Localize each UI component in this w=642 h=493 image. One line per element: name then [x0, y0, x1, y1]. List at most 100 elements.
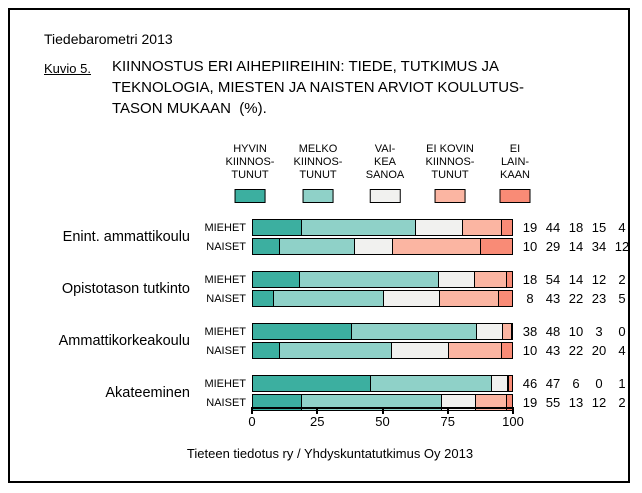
value-label: 47 [545, 376, 561, 391]
bar-segment-ei-kovin-kiinnostunut [474, 272, 506, 287]
value-label: 18 [568, 220, 584, 235]
stacked-bar [252, 342, 513, 359]
legend-item-label: MELKO KIINNOS- TUNUT [293, 143, 343, 181]
value-label: 0 [595, 376, 603, 391]
source-credit: Tieteen tiedotus ry / Yhdyskuntatutkimus… [186, 446, 474, 461]
bar-segment-vaikea-sanoa [354, 239, 392, 254]
legend-item: HYVIN KIINNOS- TUNUT [225, 143, 275, 203]
legend-item: MELKO KIINNOS- TUNUT [293, 143, 343, 203]
bar-segment-ei-lainkaan [500, 220, 513, 235]
bar-segment-ei-kovin-kiinnostunut [474, 395, 506, 410]
legend-item: EI LAIN- KAAN [499, 143, 531, 203]
x-axis-tick [512, 407, 514, 414]
row-label-naiset: NAISET [206, 397, 246, 409]
value-label: 3 [595, 324, 603, 339]
legend-item: VAI- KEA SANOA [366, 143, 404, 203]
bar-segment-vaikea-sanoa [390, 343, 449, 358]
legend-swatch [234, 189, 266, 203]
row-label-miehet: MIEHET [204, 222, 246, 234]
row-label-naiset: NAISET [206, 293, 246, 305]
stacked-bar [252, 375, 513, 392]
bar-segment-ei-lainkaan [511, 324, 512, 339]
row-values: 46 47 6 0 1 [519, 376, 634, 391]
x-axis-tick-label: 75 [440, 414, 455, 429]
row-values: 10 29 14 34 12 [519, 239, 634, 254]
bar-segment-melko-kiinnostunut [298, 272, 438, 287]
x-axis-tick [446, 407, 449, 414]
bar-segment-ei-lainkaan [505, 395, 512, 410]
value-label: 22 [568, 343, 584, 358]
legend-swatch [369, 189, 401, 203]
stacked-bar [252, 238, 513, 255]
group-label: Ammattikorkeakoulu [58, 333, 190, 349]
value-label: 19 [522, 220, 538, 235]
bar-segment-ei-lainkaan [498, 291, 512, 306]
value-label: 6 [572, 376, 580, 391]
bar-segment-ei-lainkaan [500, 343, 512, 358]
bar-segment-vaikea-sanoa [437, 272, 475, 287]
value-label: 10 [522, 239, 538, 254]
bar-segment-melko-kiinnostunut [370, 376, 492, 391]
value-label: 55 [545, 395, 561, 410]
group-label: Akateeminen [105, 385, 190, 401]
bar-segment-vaikea-sanoa [440, 395, 475, 410]
row-values: 38 48 10 3 0 [519, 324, 634, 339]
value-label: 46 [522, 376, 538, 391]
value-label: 0 [618, 324, 626, 339]
bar-segment-ei-kovin-kiinnostunut [502, 324, 511, 339]
value-label: 43 [545, 343, 561, 358]
row-label-miehet: MIEHET [204, 378, 246, 390]
bar-segment-melko-kiinnostunut [278, 239, 355, 254]
bar-segment-hyvin-kiinnostunut [253, 291, 274, 306]
row-values: 18 54 14 12 2 [519, 272, 634, 287]
row-values: 10 43 22 20 4 [519, 343, 634, 358]
bar-segment-ei-kovin-kiinnostunut [461, 220, 501, 235]
bar-segment-ei-kovin-kiinnostunut [448, 343, 501, 358]
bar-segment-hyvin-kiinnostunut [253, 272, 299, 287]
bar-segment-melko-kiinnostunut [301, 220, 415, 235]
bar-segment-hyvin-kiinnostunut [253, 239, 279, 254]
value-label: 19 [522, 395, 538, 410]
group-label: Opistotason tutkinto [61, 281, 190, 297]
value-label: 12 [614, 239, 630, 254]
stacked-bar [252, 219, 513, 236]
row-label-naiset: NAISET [206, 241, 246, 253]
value-label: 22 [568, 291, 584, 306]
legend-item-label: HYVIN KIINNOS- TUNUT [225, 143, 275, 181]
x-axis-tick [381, 407, 384, 414]
value-label: 38 [522, 324, 538, 339]
bar-segment-hyvin-kiinnostunut [253, 376, 371, 391]
bar-segment-melko-kiinnostunut [273, 291, 383, 306]
bar-segment-hyvin-kiinnostunut [253, 343, 279, 358]
legend-item: EI KOVIN KIINNOS- TUNUT [425, 143, 475, 203]
value-label: 14 [568, 239, 584, 254]
value-label: 12 [591, 272, 607, 287]
value-label: 29 [545, 239, 561, 254]
bar-segment-ei-lainkaan [505, 272, 512, 287]
bar-segment-ei-lainkaan [480, 239, 512, 254]
bar-segment-hyvin-kiinnostunut [253, 324, 351, 339]
page-border [8, 8, 630, 483]
value-label: 43 [545, 291, 561, 306]
x-axis-tick-label: 25 [310, 414, 325, 429]
row-label-naiset: NAISET [206, 345, 246, 357]
value-label: 2 [618, 272, 626, 287]
bar-segment-vaikea-sanoa [414, 220, 462, 235]
legend-item-label: EI KOVIN KIINNOS- TUNUT [425, 143, 475, 181]
row-label-miehet: MIEHET [204, 326, 246, 338]
row-label-miehet: MIEHET [204, 274, 246, 286]
bar-segment-hyvin-kiinnostunut [253, 220, 302, 235]
value-label: 2 [618, 395, 626, 410]
value-label: 4 [618, 220, 626, 235]
row-values: 8 43 22 23 5 [519, 291, 634, 306]
x-axis-tick-label: 100 [502, 414, 524, 429]
value-label: 14 [568, 272, 584, 287]
x-axis-tick-label: 0 [248, 414, 256, 429]
value-label: 15 [591, 220, 607, 235]
x-axis-tick-label: 50 [375, 414, 390, 429]
bar-segment-ei-lainkaan [508, 376, 512, 391]
bar-segment-ei-kovin-kiinnostunut [391, 239, 481, 254]
legend-swatch [499, 189, 531, 203]
bar-segment-melko-kiinnostunut [278, 343, 391, 358]
bar-segment-hyvin-kiinnostunut [253, 395, 301, 410]
